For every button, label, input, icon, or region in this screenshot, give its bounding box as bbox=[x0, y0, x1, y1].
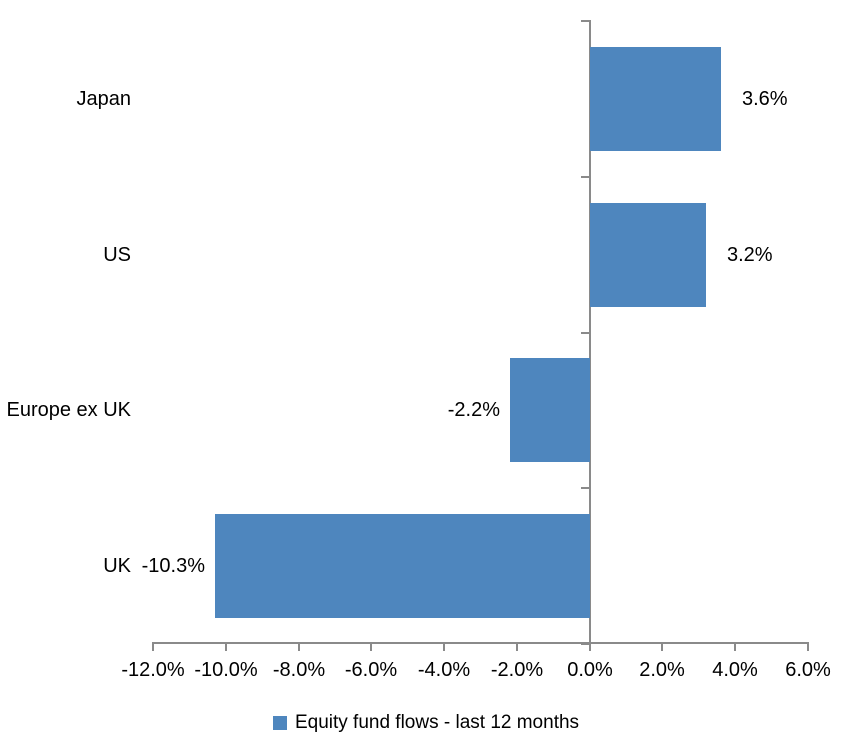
x-axis-tick bbox=[370, 644, 372, 651]
x-axis-tick bbox=[589, 644, 591, 651]
bar-europe-ex-uk bbox=[510, 358, 590, 462]
x-axis-tick bbox=[734, 644, 736, 651]
x-axis-tick-label: 4.0% bbox=[712, 659, 758, 681]
x-axis-tick bbox=[298, 644, 300, 651]
category-label-uk: UK bbox=[103, 555, 131, 577]
y-axis-tick bbox=[581, 487, 589, 489]
x-axis-tick-label: -2.0% bbox=[490, 659, 544, 681]
legend: Equity fund flows - last 12 months bbox=[0, 710, 852, 736]
x-axis-tick-label: -6.0% bbox=[344, 659, 398, 681]
x-axis-tick bbox=[661, 644, 663, 651]
x-axis-tick bbox=[443, 644, 445, 651]
bar-uk bbox=[215, 514, 590, 618]
category-label-japan: Japan bbox=[76, 88, 132, 110]
x-axis-tick-label: 6.0% bbox=[785, 659, 831, 681]
x-axis-tick bbox=[516, 644, 518, 651]
data-label-europe-ex-uk: -2.2% bbox=[447, 399, 500, 421]
y-axis-line bbox=[589, 20, 591, 645]
legend-label: Equity fund flows - last 12 months bbox=[294, 712, 580, 733]
bar-us bbox=[590, 203, 706, 307]
x-axis-tick-label: 2.0% bbox=[639, 659, 685, 681]
x-axis-tick bbox=[225, 644, 227, 651]
category-label-us: US bbox=[103, 244, 131, 266]
data-label-us: 3.2% bbox=[727, 244, 773, 266]
x-axis-tick-label: -12.0% bbox=[121, 659, 185, 681]
data-label-uk: -10.3% bbox=[141, 555, 205, 577]
x-axis-tick bbox=[152, 644, 154, 651]
legend-swatch-icon bbox=[272, 716, 287, 730]
x-axis-tick-label: 0.0% bbox=[567, 659, 613, 681]
x-axis-tick-label: -4.0% bbox=[417, 659, 471, 681]
y-axis-tick bbox=[581, 643, 589, 645]
x-axis-line bbox=[152, 642, 809, 644]
category-label-europe-ex-uk: Europe ex UK bbox=[6, 399, 131, 421]
y-axis-tick bbox=[581, 332, 589, 334]
y-axis-tick bbox=[581, 20, 589, 22]
x-axis-tick-label: -10.0% bbox=[194, 659, 258, 681]
y-axis-tick bbox=[581, 176, 589, 178]
x-axis-tick-label: -8.0% bbox=[272, 659, 326, 681]
bar-japan bbox=[590, 47, 721, 151]
data-label-japan: 3.6% bbox=[742, 88, 788, 110]
x-axis-tick bbox=[807, 644, 809, 651]
